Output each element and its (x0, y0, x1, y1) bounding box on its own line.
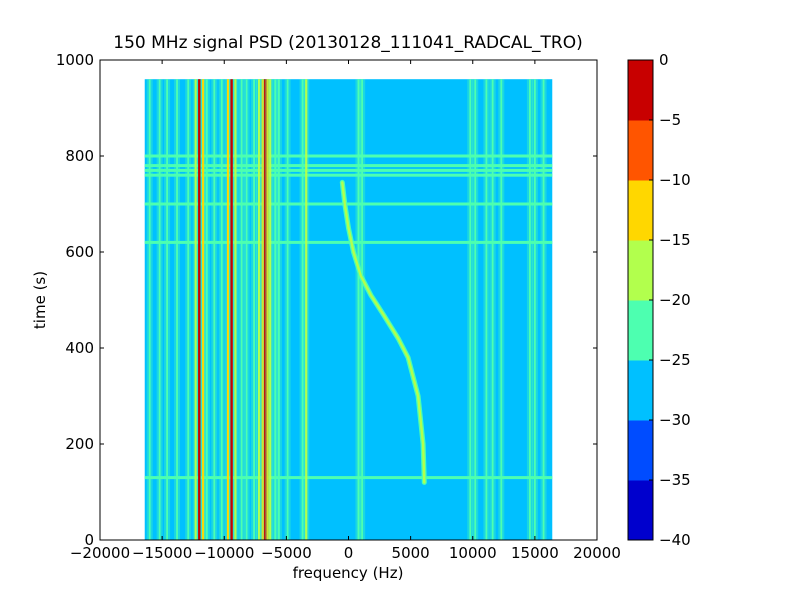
heatmap-vertical-line (261, 79, 264, 540)
heatmap-vertical-line (257, 79, 261, 540)
heatmap-horizontal-band (144, 168, 553, 172)
heatmap-vertical-line (220, 79, 223, 540)
x-tick-label: 5000 (392, 544, 430, 562)
heatmap-horizontal-band (144, 202, 553, 206)
y-tick-label: 800 (65, 147, 94, 165)
heatmap-vertical-line (286, 79, 289, 540)
colorbar-tick-label: −35 (659, 471, 691, 489)
heatmap-vertical-line (485, 79, 488, 540)
heatmap-vertical-line (474, 79, 477, 540)
x-tick-label: 20000 (573, 544, 621, 562)
heatmap-vertical-line (533, 79, 536, 540)
colorbar-tick-label: −25 (659, 351, 691, 369)
heatmap-vertical-line (230, 79, 234, 540)
heatmap-vertical-line (176, 79, 178, 540)
heatmap-vertical-line (245, 79, 248, 540)
colorbar-band (628, 480, 653, 541)
y-tick-label: 400 (65, 339, 94, 357)
colorbar-band (628, 420, 653, 481)
heatmap-vertical-line (266, 79, 269, 540)
heatmap-vertical-line (529, 79, 531, 540)
colorbar-band (628, 180, 653, 241)
heatmap-vertical-line (542, 79, 545, 540)
heatmap-vertical-line (240, 79, 243, 540)
colorbar-tick-label: −40 (659, 531, 691, 549)
y-tick-label: 200 (65, 435, 94, 453)
x-tick-label: −10000 (194, 544, 254, 562)
heatmap-vertical-line (194, 79, 197, 540)
x-tick-label: 10000 (449, 544, 497, 562)
x-tick-label: 15000 (511, 544, 559, 562)
colorbar-tick-label: −10 (659, 171, 691, 189)
heatmap-vertical-line (198, 79, 201, 540)
heatmap-vertical-line (491, 79, 494, 540)
y-axis-label: time (s) (31, 271, 49, 329)
heatmap-vertical-line (202, 79, 205, 540)
heatmap-vertical-line (234, 79, 237, 540)
colorbar-band (628, 240, 653, 301)
y-tick-label: 1000 (56, 51, 94, 69)
x-axis-ticks: −20000 −15000 −10000 −5000 0 5000 10000 15000 20… (70, 60, 621, 562)
heatmap-horizontal-band (144, 476, 553, 480)
x-axis-label: frequency (Hz) (293, 564, 404, 582)
heatmap-vertical-line (301, 79, 304, 540)
colorbar-tick-label: 0 (659, 51, 669, 69)
heatmap-horizontal-band (144, 154, 553, 158)
x-tick-label: −20000 (70, 544, 130, 562)
heatmap-vertical-line (205, 79, 208, 540)
colorbar-tick-label: −15 (659, 231, 691, 249)
heatmap-horizontal-band (144, 173, 553, 177)
heatmap-vertical-line (253, 79, 255, 540)
heatmap-horizontal-band (144, 164, 553, 168)
x-tick-label: −15000 (132, 544, 192, 562)
y-tick-label: 600 (65, 243, 94, 261)
colorbar-tick-label: −30 (659, 411, 691, 429)
heatmap-vertical-line (357, 79, 360, 540)
x-tick-label: 0 (344, 544, 354, 562)
heatmap-vertical-line (226, 79, 230, 540)
x-tick-label: −5000 (261, 544, 312, 562)
heatmap-vertical-line (278, 79, 280, 540)
colorbar: −40 −35 −30 −25 −20 −15 −10 −5 0 (627, 51, 691, 549)
y-tick-label: 0 (84, 531, 94, 549)
heatmap-vertical-line (213, 79, 216, 540)
y-axis-ticks: 0 200 400 600 800 1000 (56, 51, 597, 549)
heatmap-vertical-line (166, 79, 168, 540)
heatmap-vertical-line (263, 79, 267, 540)
heatmap-vertical-line (148, 79, 151, 540)
colorbar-band (628, 60, 653, 121)
heatmap-vertical-line (158, 79, 161, 540)
heatmap-layer (144, 79, 553, 540)
colorbar-band (628, 300, 653, 361)
heatmap-vertical-line (187, 79, 190, 540)
heatmap-vertical-line (361, 79, 364, 540)
heatmap-horizontal-band (144, 240, 553, 244)
colorbar-tick-label: −5 (659, 111, 681, 129)
heatmap-vertical-line (269, 79, 272, 540)
colorbar-band (628, 360, 653, 421)
signal-track (341, 181, 426, 484)
colorbar-tick-label: −20 (659, 291, 691, 309)
colorbar-ticks: −40 −35 −30 −25 −20 −15 −10 −5 0 (649, 51, 691, 549)
heatmap-vertical-line (274, 79, 277, 540)
heatmap-vertical-line (305, 79, 308, 540)
heatmap-vertical-line (469, 79, 472, 540)
colorbar-bands (628, 60, 653, 541)
colorbar-band (628, 120, 653, 181)
chart-title: 150 MHz signal PSD (20130128_111041_RADC… (113, 33, 582, 53)
plot-area (99, 59, 598, 541)
heatmap-vertical-line (500, 79, 503, 540)
